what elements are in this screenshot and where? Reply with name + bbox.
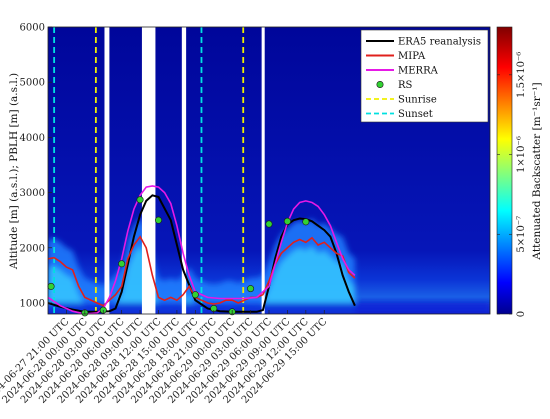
colorbar: [496, 26, 513, 315]
colorbar-tick-label: 1×10⁻⁶: [516, 136, 527, 173]
legend-box: [360, 29, 489, 123]
legend-entry: MERRA: [398, 66, 439, 77]
y-axis: 1000 2000 3000 4000 5000 6000: [20, 23, 52, 309]
rs-point: [191, 291, 199, 299]
series-era5-reanalysis: [48, 194, 356, 313]
rs-point: [118, 260, 126, 268]
legend-swatch: [376, 81, 384, 89]
rs-point: [47, 282, 55, 290]
legend-entry: Sunrise: [398, 95, 437, 106]
rs-point: [302, 218, 310, 226]
y-tick-label: 6000: [20, 23, 45, 34]
y-axis-label: Altitude [m] (a.s.l.); PBLH [m] (a.s.l.): [8, 73, 20, 270]
data-gap: [181, 27, 187, 314]
rs-point: [136, 196, 144, 204]
legend: ERA5 reanalysis MIPA MERRA RS Sunrise Sunset: [360, 29, 489, 123]
colorbar-label: Attenuated Backscatter [m⁻¹sr⁻¹]: [531, 82, 543, 260]
rs-point: [265, 220, 273, 228]
y-tick-label: 2000: [20, 243, 45, 254]
data-gap: [104, 27, 110, 314]
legend-entry: ERA5 reanalysis: [398, 37, 481, 48]
data-gap: [141, 27, 156, 314]
rs-point: [155, 216, 163, 224]
legend-entry: MIPA: [398, 51, 426, 62]
legend-entry: Sunset: [398, 109, 433, 120]
legend-entry: RS: [398, 80, 413, 91]
data-gap: [261, 27, 265, 314]
colorbar-tick-label: 1.5×10⁻⁶: [516, 52, 527, 98]
rs-point: [247, 285, 255, 293]
y-tick-label: 1000: [20, 298, 45, 309]
colorbar-tick-label: 0: [516, 311, 527, 317]
y-tick-label: 4000: [20, 133, 45, 144]
y-tick-label: 3000: [20, 188, 45, 199]
rs-point: [283, 217, 291, 225]
colorbar-tick-label: 5×10⁻⁷: [516, 216, 527, 253]
series-mipa: [48, 235, 356, 307]
y-tick-label: 5000: [20, 78, 45, 89]
